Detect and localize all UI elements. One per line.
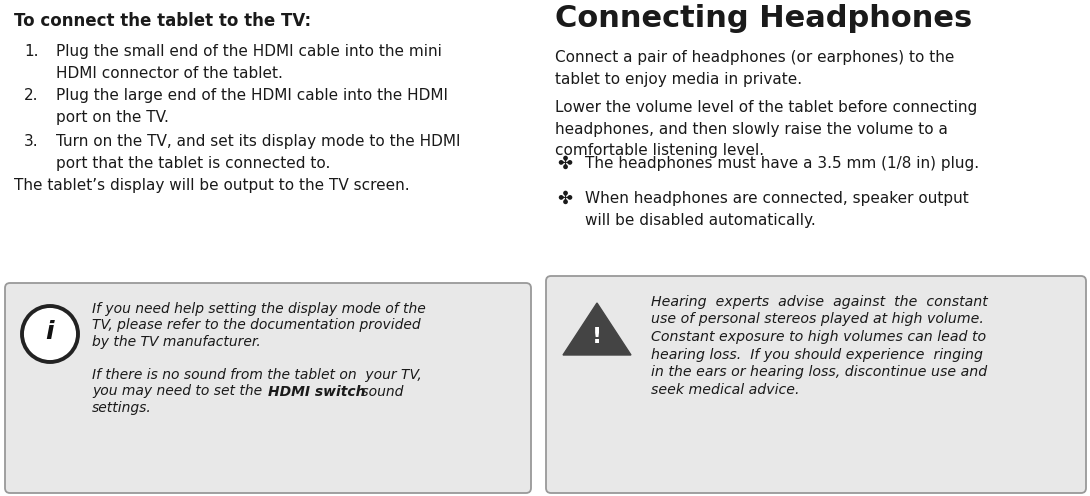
Text: by the TV manufacturer.: by the TV manufacturer. — [92, 335, 261, 349]
Text: in the ears or hearing loss, discontinue use and: in the ears or hearing loss, discontinue… — [651, 365, 988, 379]
Text: Turn on the TV, and set its display mode to the HDMI
port that the tablet is con: Turn on the TV, and set its display mode… — [56, 134, 460, 171]
Text: When headphones are connected, speaker output
will be disabled automatically.: When headphones are connected, speaker o… — [585, 191, 969, 228]
Text: Constant exposure to high volumes can lead to: Constant exposure to high volumes can le… — [651, 330, 986, 344]
Text: use of personal stereos played at high volume.: use of personal stereos played at high v… — [651, 312, 984, 326]
Text: settings.: settings. — [92, 401, 152, 415]
Text: sound: sound — [358, 384, 403, 398]
Text: Plug the small end of the HDMI cable into the mini
HDMI connector of the tablet.: Plug the small end of the HDMI cable int… — [56, 44, 441, 81]
Text: 2.: 2. — [24, 88, 38, 103]
Text: The tablet’s display will be output to the TV screen.: The tablet’s display will be output to t… — [14, 178, 410, 193]
FancyBboxPatch shape — [546, 276, 1086, 493]
Text: ✤: ✤ — [557, 155, 572, 173]
Text: Lower the volume level of the tablet before connecting
headphones, and then slow: Lower the volume level of the tablet bef… — [555, 100, 978, 158]
Text: ✤: ✤ — [557, 190, 572, 208]
Text: If you need help setting the display mode of the: If you need help setting the display mod… — [92, 302, 426, 316]
Text: Connect a pair of headphones (or earphones) to the
tablet to enjoy media in priv: Connect a pair of headphones (or earphon… — [555, 50, 955, 87]
Text: TV, please refer to the documentation provided: TV, please refer to the documentation pr… — [92, 318, 421, 332]
Text: Hearing  experts  advise  against  the  constant: Hearing experts advise against the const… — [651, 295, 988, 309]
Text: !: ! — [592, 327, 602, 347]
Circle shape — [22, 306, 78, 362]
FancyBboxPatch shape — [5, 283, 531, 493]
Text: HDMI switch: HDMI switch — [268, 384, 365, 398]
Text: seek medical advice.: seek medical advice. — [651, 382, 799, 396]
Text: i: i — [46, 320, 54, 344]
Text: Plug the large end of the HDMI cable into the HDMI
port on the TV.: Plug the large end of the HDMI cable int… — [56, 88, 448, 124]
Text: Connecting Headphones: Connecting Headphones — [555, 4, 972, 33]
Polygon shape — [564, 303, 631, 355]
Text: 1.: 1. — [24, 44, 38, 59]
Text: The headphones must have a 3.5 mm (1/8 in) plug.: The headphones must have a 3.5 mm (1/8 i… — [585, 156, 979, 171]
Text: To connect the tablet to the TV:: To connect the tablet to the TV: — [14, 12, 311, 30]
Text: If there is no sound from the tablet on  your TV,: If there is no sound from the tablet on … — [92, 368, 422, 382]
Text: 3.: 3. — [24, 134, 38, 149]
Text: hearing loss.  If you should experience  ringing: hearing loss. If you should experience r… — [651, 348, 983, 362]
Text: you may need to set the: you may need to set the — [92, 384, 266, 398]
